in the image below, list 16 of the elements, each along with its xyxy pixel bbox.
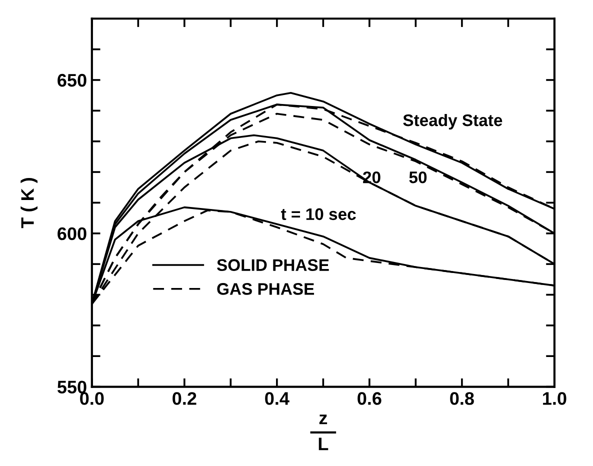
x-tick-label: 0.2 <box>172 392 196 405</box>
y-axis-title: T ( K ) <box>20 178 38 228</box>
y-tick-label: 650 <box>58 74 86 87</box>
annotation: Steady State <box>403 114 502 130</box>
x-tick-label: 0.0 <box>80 392 104 405</box>
x-tick-label: 0.6 <box>358 392 382 405</box>
annotation: t = 10 sec <box>281 208 356 220</box>
legend-label: SOLID PHASE <box>216 259 329 271</box>
x-tick-label: 0.8 <box>450 392 474 405</box>
x-axis-title: z L <box>318 414 328 450</box>
x-tick-label: 1.0 <box>543 392 566 405</box>
y-tick-label: 600 <box>58 227 86 240</box>
legend-label: GAS PHASE <box>217 283 314 295</box>
annotation: 50 <box>409 171 427 184</box>
y-tick-label: 550 <box>57 380 86 394</box>
x-tick-label: 0.4 <box>265 392 290 405</box>
